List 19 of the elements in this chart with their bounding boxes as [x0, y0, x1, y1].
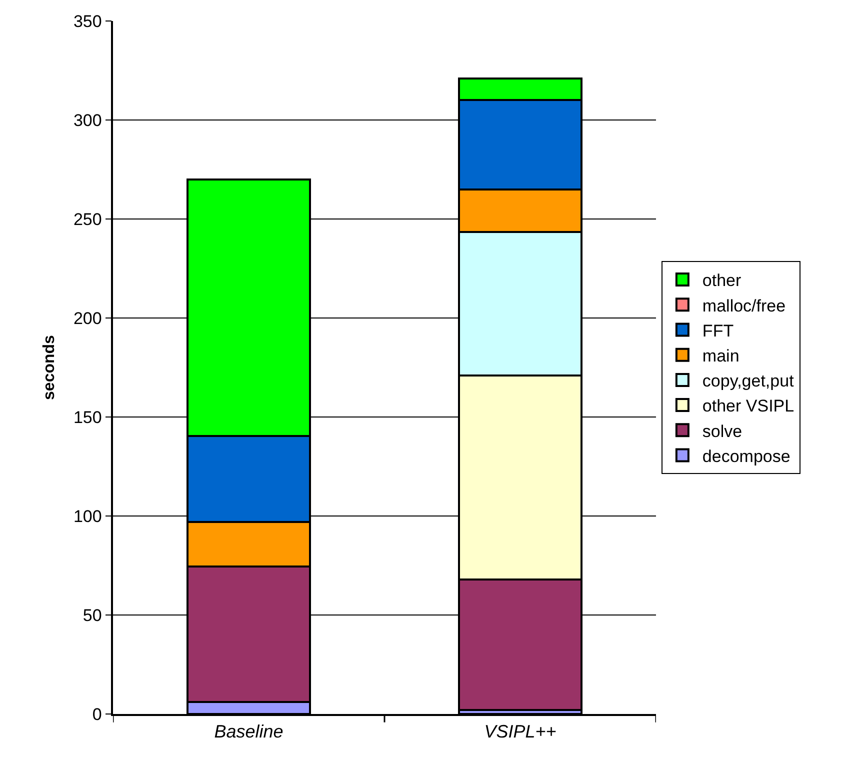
- x-tick-label: VSIPL++: [484, 721, 556, 742]
- legend-label: main: [702, 346, 740, 366]
- legend-label: other: [702, 271, 742, 290]
- legend-label: decompose: [702, 446, 790, 466]
- y-tick-label: 150: [73, 408, 102, 427]
- legend-label: malloc/free: [702, 296, 786, 316]
- y-tick-label: 200: [73, 308, 102, 328]
- y-tick-label: 300: [73, 110, 102, 130]
- x-tick-label: Baseline: [214, 721, 284, 742]
- y-axis-title: seconds: [40, 334, 58, 400]
- legend-label: other VSIPL: [702, 396, 794, 416]
- legend-label: copy,get,put: [702, 372, 794, 391]
- legend-label: FFT: [702, 321, 734, 340]
- y-tick-label: 50: [82, 606, 102, 625]
- y-tick-label: 250: [73, 210, 102, 229]
- y-tick-label: 350: [73, 12, 102, 31]
- y-tick-label: 100: [73, 506, 102, 526]
- y-tick-label: 0: [92, 704, 102, 724]
- legend-label: solve: [702, 422, 742, 441]
